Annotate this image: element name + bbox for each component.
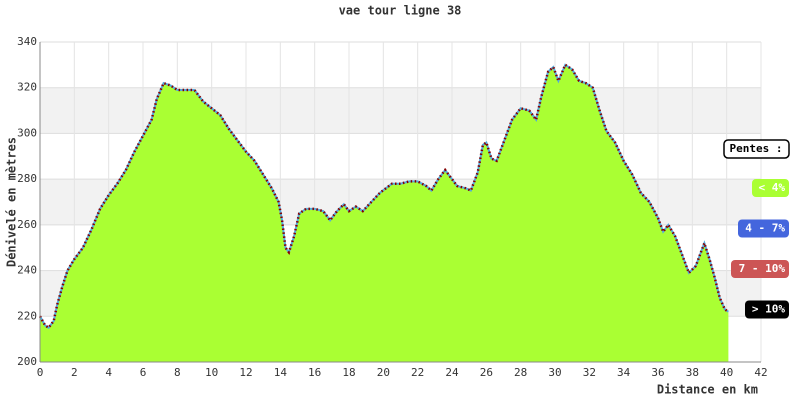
legend-title-box xyxy=(723,139,790,159)
legend-swatch xyxy=(738,219,789,238)
x-axis-label: Distance en km xyxy=(657,383,758,397)
x-tick-label: 38 xyxy=(686,366,699,379)
y-tick-label: 340 xyxy=(17,35,37,48)
y-tick-label: 300 xyxy=(17,126,37,139)
area xyxy=(40,64,729,362)
legend-swatch xyxy=(752,179,789,197)
x-tick-label: 12 xyxy=(239,366,252,379)
x-tick-label: 18 xyxy=(342,366,355,379)
x-tick-label: 34 xyxy=(617,366,631,379)
x-tick-label: 28 xyxy=(514,366,527,379)
x-tick-label: 22 xyxy=(411,366,424,379)
x-tick-label: 24 xyxy=(445,366,459,379)
legend-label: 7 - 10% xyxy=(739,262,786,275)
x-tick-label: 26 xyxy=(480,366,493,379)
x-tick-label: 6 xyxy=(140,366,147,379)
y-tick-label: 320 xyxy=(17,81,37,94)
legend-title: Pentes : xyxy=(730,142,783,155)
x-tick-label: 10 xyxy=(205,366,218,379)
y-tick-label: 260 xyxy=(17,218,37,231)
y-tick-label: 240 xyxy=(17,264,37,277)
x-tick-label: 16 xyxy=(308,366,321,379)
area-line-dots xyxy=(38,62,730,330)
y-axis-label: Dénivelé en mètres xyxy=(5,137,19,267)
legend-label: > 10% xyxy=(752,303,785,316)
x-tick-label: 4 xyxy=(105,366,112,379)
y-tick-label: 280 xyxy=(17,172,37,185)
legend-label: 4 - 7% xyxy=(745,222,785,235)
x-tick-label: 20 xyxy=(377,366,390,379)
legend-swatch xyxy=(731,260,789,278)
x-tick-label: 32 xyxy=(583,366,596,379)
legend-label: < 4% xyxy=(759,181,786,194)
chart-title: vae tour ligne 38 xyxy=(339,4,462,18)
y-tick-label: 220 xyxy=(17,309,37,322)
x-tick-label: 40 xyxy=(720,366,733,379)
x-tick-label: 8 xyxy=(174,366,181,379)
x-tick-label: 0 xyxy=(37,366,44,379)
x-tick-label: 36 xyxy=(651,366,664,379)
x-tick-label: 14 xyxy=(274,366,288,379)
y-tick-label: 200 xyxy=(17,355,37,368)
x-tick-label: 2 xyxy=(71,366,78,379)
x-tick-label: 30 xyxy=(548,366,561,379)
x-tick-label: 42 xyxy=(754,366,767,379)
legend-swatch xyxy=(745,300,789,319)
